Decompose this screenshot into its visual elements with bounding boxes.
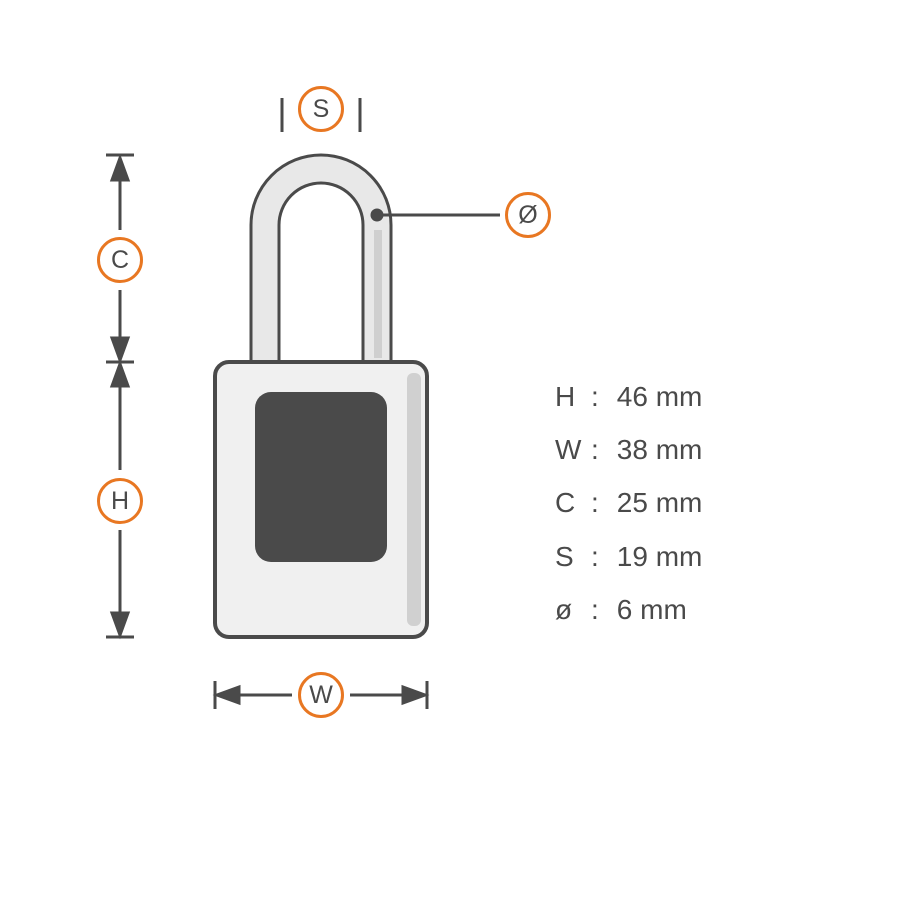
dim-w-value: 38 mm: [617, 434, 703, 465]
badge-diameter-label: Ø: [518, 201, 537, 230]
dim-s-value: 19 mm: [617, 541, 703, 572]
dim-c-key: C: [555, 476, 591, 529]
dim-h-key: H: [555, 370, 591, 423]
dim-row-h: H: 46 mm: [555, 370, 702, 423]
badge-diameter: Ø: [505, 192, 551, 238]
shackle: [251, 155, 391, 362]
padlock-body: [215, 362, 427, 637]
padlock-diagram-svg: [0, 0, 900, 900]
dim-row-d: ø: 6 mm: [555, 583, 702, 636]
dim-d-key: ø: [555, 583, 591, 636]
dim-d-value: 6 mm: [617, 594, 687, 625]
dim-c-value: 25 mm: [617, 487, 703, 518]
badge-c: C: [97, 237, 143, 283]
badge-c-label: C: [111, 246, 129, 275]
badge-w: W: [298, 672, 344, 718]
dimensions-table: H: 46 mm W: 38 mm C: 25 mm S: 19 mm ø: 6…: [555, 370, 702, 636]
diagram-canvas: S C H W Ø H: 46 mm W: 38 mm C: 25 mm S: …: [0, 0, 900, 900]
badge-w-label: W: [309, 681, 333, 710]
badge-s: S: [298, 86, 344, 132]
dim-row-w: W: 38 mm: [555, 423, 702, 476]
dim-row-c: C: 25 mm: [555, 476, 702, 529]
badge-h: H: [97, 478, 143, 524]
dim-w-key: W: [555, 423, 591, 476]
dim-row-s: S: 19 mm: [555, 530, 702, 583]
badge-h-label: H: [111, 487, 129, 516]
dim-h-value: 46 mm: [617, 381, 703, 412]
dim-s-key: S: [555, 530, 591, 583]
badge-s-label: S: [313, 95, 330, 124]
